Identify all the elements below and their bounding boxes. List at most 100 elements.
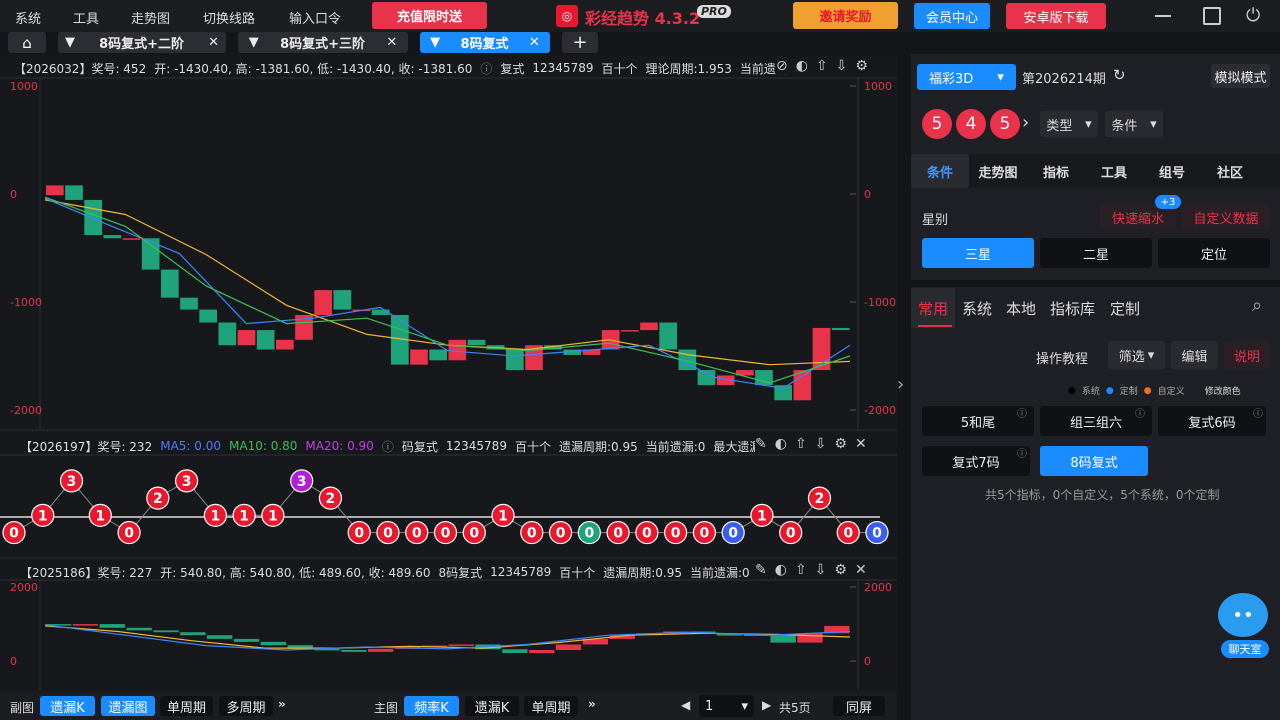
home-tab[interactable]: ⌂ [8, 32, 46, 53]
action-button[interactable]: 自定义数据 [1182, 205, 1270, 229]
tutorial-link[interactable]: 操作教程 [1036, 352, 1089, 367]
header-item: 开: -1430.40, 高: -1381.60, 低: -1430.40, 收… [154, 61, 473, 76]
panel-icons[interactable]: ⊘◐⇧⇩⚙ [776, 58, 876, 74]
button-text: 筛选 [1118, 349, 1145, 365]
arrow[interactable]: › [1022, 112, 1030, 133]
help-icon[interactable]: ⓘ [1017, 409, 1027, 420]
invite-button[interactable]: 邀请奖励 [793, 2, 898, 29]
help-icon[interactable]: ⓘ [1253, 409, 1263, 420]
collapse-arrow[interactable]: › [897, 374, 905, 395]
nav-tab[interactable]: 指标 [1027, 154, 1085, 188]
bubble-label: 1 [95, 508, 105, 524]
search[interactable]: ⌕ [1252, 295, 1263, 316]
tab[interactable]: ▼ 8码复式+三阶 ✕ [238, 32, 408, 53]
condition-select[interactable]: 条件 ▾ [1105, 111, 1163, 137]
tab-close[interactable]: ✕ [528, 35, 540, 50]
main-button[interactable]: 频率K [404, 696, 459, 716]
y-tick-label: 0 [864, 655, 871, 668]
main-button[interactable]: 单周期 [524, 696, 578, 716]
power[interactable]: ⏻ [1246, 5, 1261, 26]
type-select[interactable]: 类型 ▾ [1040, 111, 1098, 137]
chat-button[interactable]: 聊天室 [1221, 640, 1269, 658]
menu-item[interactable]: 系统 [15, 12, 42, 27]
select-label: 类型 [1046, 118, 1073, 134]
header-item: 理论周期:1.953 [645, 61, 732, 76]
edit-button[interactable]: 编辑 [1171, 341, 1218, 369]
help-button[interactable]: 说明 [1224, 341, 1270, 369]
subtab[interactable]: 常用 [918, 300, 949, 318]
help-icon[interactable]: ⓘ [381, 439, 394, 454]
next-page[interactable]: ▶ [762, 698, 772, 712]
indicator[interactable]: 复式6码 [1158, 406, 1266, 436]
candle [582, 638, 608, 645]
minimize[interactable] [1155, 15, 1171, 17]
more[interactable]: » [588, 697, 596, 711]
filter-button[interactable]: 筛选 ▾ [1108, 341, 1165, 369]
help-icon[interactable]: ⓘ [1135, 409, 1145, 420]
button-text: 说明 [1233, 349, 1260, 365]
sub-button[interactable]: 遗漏图 [101, 696, 155, 716]
page-select[interactable]: 1 ▾ [699, 695, 754, 717]
help-icon[interactable]: ⓘ [480, 61, 493, 76]
prev-page[interactable]: ◀ [681, 698, 691, 712]
nav-label: 工具 [1100, 165, 1127, 181]
header-item: 开: 540.80, 高: 540.80, 低: 489.60, 收: 489.… [160, 565, 431, 580]
android-button[interactable]: 安卓版下载 [1006, 3, 1106, 29]
nav-tab[interactable]: 走势图 [969, 154, 1027, 188]
action-button[interactable]: 快速缩水 [1100, 205, 1176, 229]
subtab[interactable]: 系统 [962, 300, 993, 318]
sub-button[interactable]: 多周期 [219, 696, 273, 716]
candle [276, 339, 294, 350]
tab-close[interactable]: ✕ [386, 35, 398, 50]
bubble [836, 520, 860, 545]
sub-button[interactable]: 遗漏K [40, 696, 95, 716]
star-button[interactable]: 三星 [922, 238, 1034, 268]
subtab[interactable]: 定制 [1110, 300, 1141, 318]
menu-item[interactable]: 输入口令 [289, 12, 342, 27]
candle [314, 290, 332, 315]
nav-tab[interactable]: 社区 [1201, 154, 1259, 188]
star-button[interactable]: 定位 [1158, 238, 1270, 268]
more[interactable]: » [278, 697, 286, 711]
menu-item[interactable]: 工具 [73, 12, 100, 27]
bubble [2, 520, 26, 545]
help-icon[interactable]: ⓘ [1017, 449, 1027, 460]
sub-button[interactable]: 单周期 [160, 696, 213, 716]
subtab[interactable]: 本地 [1006, 300, 1037, 318]
main-button[interactable]: 遗漏K [465, 696, 519, 716]
sub-label: 副图 [10, 701, 35, 715]
header-item: 码复式 [401, 439, 438, 454]
promo-button[interactable]: 充值限时送 [372, 2, 487, 29]
mid-header: 【2026197】奖号: 232 MA5: 0.00 MA10: 0.80 MA20:… [20, 438, 801, 454]
add-tab[interactable]: + [562, 32, 598, 53]
indicator[interactable]: 5和尾 [922, 406, 1034, 436]
tab-active[interactable]: ▼ 8码复式 ✕ [420, 32, 550, 53]
lottery-select[interactable]: 福彩3D ▾ [917, 64, 1016, 90]
same-screen-button[interactable]: 同屏 [833, 696, 885, 716]
nav-tab[interactable]: 工具 [1085, 154, 1143, 188]
candle [141, 238, 160, 270]
menu-item[interactable]: 走势图 [131, 12, 171, 27]
refresh[interactable]: ↻ [1113, 66, 1126, 84]
nav-tab[interactable]: 条件 [911, 154, 969, 188]
subtab[interactable]: 指标库 [1050, 300, 1096, 318]
maximize[interactable] [1203, 7, 1221, 25]
mode-button[interactable]: 模拟模式 [1211, 64, 1270, 88]
chat-icon[interactable]: •• [1218, 593, 1268, 637]
indicator[interactable]: 复式7码 [922, 446, 1030, 476]
star-button[interactable]: 二星 [1040, 238, 1152, 268]
indicator[interactable]: 组三组六 [1040, 406, 1152, 436]
button-text: 单周期 [531, 700, 571, 716]
panel-icons[interactable]: ✎◐⇧⇩⚙✕ [755, 436, 875, 452]
menu-item[interactable]: 切换线路 [203, 12, 256, 27]
tab[interactable]: ▼ 8码复式+二阶 ✕ [58, 32, 226, 53]
bubble-label: 0 [728, 526, 738, 542]
indicator-active[interactable]: 8码复式 [1040, 446, 1148, 476]
nav-tab[interactable]: 组号 [1143, 154, 1201, 188]
member-button[interactable]: 会员中心 [914, 3, 990, 29]
ma-label: MA10: 0.80 [229, 439, 298, 453]
legend-action[interactable]: 修改颜色 [1204, 387, 1241, 397]
panel-icons[interactable]: ✎◐⇧⇩⚙✕ [755, 562, 875, 578]
tab-close[interactable]: ✕ [208, 35, 219, 50]
